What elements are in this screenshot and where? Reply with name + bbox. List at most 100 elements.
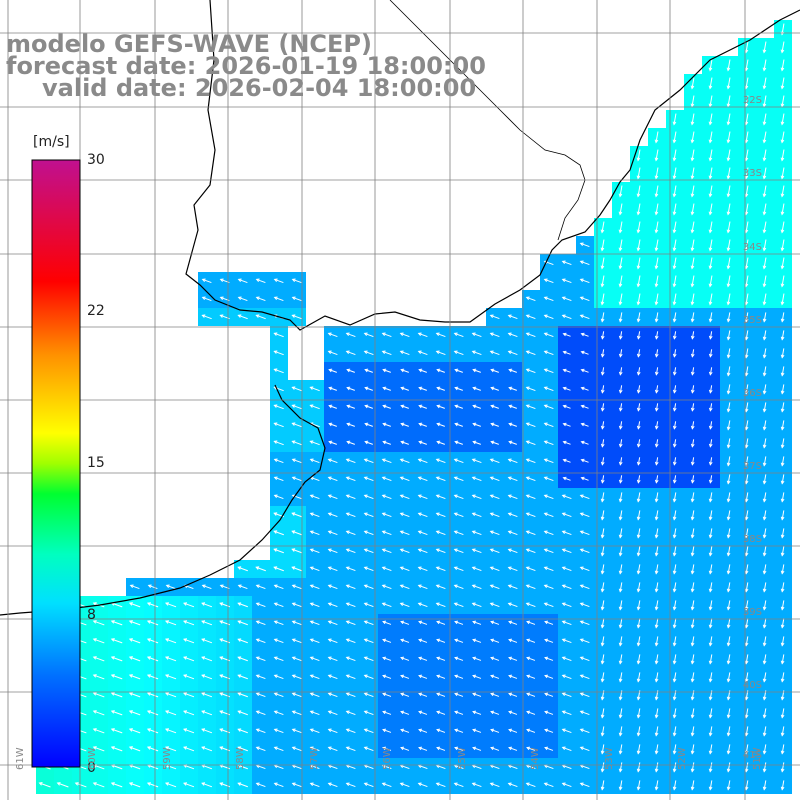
wind-arrow [292,782,302,788]
wind-arrow-head [654,247,659,252]
wind-arrow [201,728,213,734]
wind-arrow [544,747,554,751]
wind-arrow [382,494,392,500]
wind-arrow-head [618,534,623,539]
wind-arrow [400,729,410,733]
wind-arrow-head [780,786,785,791]
wind-arrow-head [436,728,441,733]
wind-arrow [346,638,356,644]
wind-arrow-head [780,588,785,593]
wind-arrow-head [418,728,423,733]
wind-arrow-head [561,314,566,318]
wind-arrow-head [525,584,530,588]
wind-arrow-head [636,193,641,198]
wind-arrow-head [690,443,695,448]
wind-arrow-head [780,498,785,503]
wind-arrow-head [618,461,623,466]
wind-arrow-head [490,728,495,733]
wind-arrow-head [255,656,260,660]
wind-arrow-head [309,512,314,516]
wind-arrow [310,620,320,626]
wind-arrow [238,584,248,590]
wind-arrow [673,203,677,215]
wind-arrow [709,185,713,197]
wind-arrow-head [600,498,605,503]
wind-arrow-head [507,530,512,534]
wind-arrow-head [201,314,206,318]
wind-arrow-head [418,674,423,679]
wind-arrow-head [345,602,350,606]
wind-arrow-head [726,193,731,198]
wind-arrow-head [418,710,423,715]
wind-arrow-head [345,584,350,588]
wind-arrow [727,384,731,394]
wind-arrow-head [92,602,97,606]
wind-arrow-head [363,476,368,480]
wind-arrow-head [690,193,695,198]
wind-arrow [490,621,500,625]
wind-arrow [781,348,785,358]
wind-arrow [562,494,572,500]
wind-arrow-head [579,656,584,660]
wind-arrow-head [600,768,605,773]
wind-arrow-head [417,350,422,354]
wind-arrow [165,674,177,680]
wind-arrow-head [273,746,278,750]
wind-arrow-head [636,353,641,358]
wind-arrow-head [92,728,97,732]
wind-arrow [274,638,284,644]
wind-arrow [637,185,641,197]
wind-arrow [418,711,428,715]
wind-arrow [562,746,572,752]
wind-arrow-head [128,674,133,678]
wind-arrow [745,203,749,215]
wind-arrow-head [579,710,584,714]
wind-arrow-head [708,534,713,539]
wind-arrow-head [381,494,386,498]
wind-arrow [310,440,320,446]
wind-arrow-head [472,710,477,715]
wind-arrow-head [508,440,513,445]
wind-arrow-head [255,314,260,318]
wind-arrow [256,638,266,644]
wind-arrow [436,332,446,338]
wind-arrow [763,41,767,53]
wind-arrow [619,331,623,339]
wind-arrow [147,674,159,680]
lat-label: 36S [742,388,762,399]
wind-arrow-head [363,746,368,750]
wind-arrow-head [690,606,695,611]
wind-arrow-head [472,674,477,679]
wind-arrow [601,367,605,375]
wind-arrow [328,458,338,464]
wind-arrow [328,638,338,644]
wind-arrow [745,474,749,484]
wind-arrow-head [780,768,785,773]
wind-arrow [509,405,517,409]
wind-arrow-head [382,404,387,409]
wind-arrow-head [435,584,440,588]
wind-arrow-head [708,624,713,629]
wind-arrow [544,440,554,446]
wind-arrow-head [744,426,749,431]
wind-arrow-head [472,620,477,625]
wind-arrow-head [345,710,350,714]
wind-arrow [454,548,464,554]
wind-arrow [508,729,518,733]
wind-arrow [727,744,731,754]
wind-arrow [508,332,518,338]
wind-arrow [129,638,141,644]
wind-arrow-head [526,656,531,661]
wind-arrow-head [600,318,605,323]
wind-arrow [472,711,482,715]
wind-arrow-head [600,283,605,288]
wind-arrow-head [726,696,731,701]
wind-arrow-head [708,318,713,323]
wind-arrow-head [92,620,97,624]
wind-arrow-head [744,732,749,737]
wind-arrow [183,674,195,680]
wind-arrow [544,512,554,518]
wind-arrow [382,747,392,751]
wind-arrow-head [672,121,677,126]
